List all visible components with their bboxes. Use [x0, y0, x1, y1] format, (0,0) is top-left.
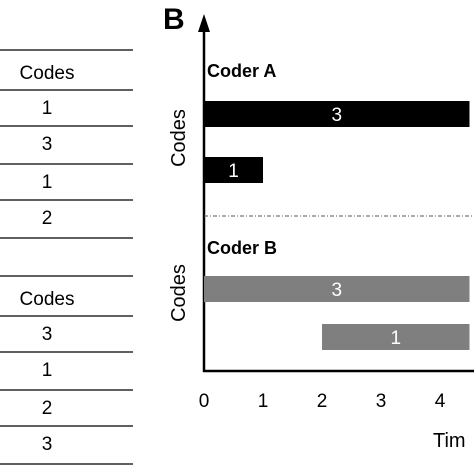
y-axis-label-a: Codes — [168, 109, 190, 167]
codes-table-b: Codes 3 1 2 3 — [0, 275, 133, 465]
bar-label: 1 — [390, 328, 401, 349]
x-axis-label: Tim — [433, 430, 466, 452]
bar-label: 3 — [331, 105, 342, 126]
bar-coder-b-code-3 — [204, 276, 470, 302]
coder-b-label: Coder B — [207, 238, 277, 258]
coder-a-label: Coder A — [207, 61, 276, 81]
table-cell: 2 — [42, 208, 53, 229]
codes-table-a: Codes 1 3 1 2 — [0, 49, 133, 239]
y-axis-label-b: Codes — [168, 264, 190, 322]
panel-letter: B — [163, 3, 185, 36]
table-cell: 2 — [42, 398, 53, 419]
x-tick-label: 3 — [376, 391, 387, 412]
bar-coder-a-code-3 — [204, 101, 470, 127]
table-header: Codes — [20, 289, 75, 310]
x-tick-label: 1 — [258, 391, 269, 412]
x-ticks: 0 1 2 3 4 — [199, 391, 446, 412]
bar-label: 3 — [331, 280, 342, 301]
x-tick-label: 0 — [199, 391, 210, 412]
table-header: Codes — [20, 63, 75, 84]
table-cell: 3 — [42, 324, 53, 345]
bar-coder-a-code-1 — [204, 157, 263, 183]
bar-coder-b-code-1 — [322, 324, 470, 350]
table-cell: 1 — [42, 98, 53, 119]
bars-layer: 3 1 3 1 — [204, 101, 470, 350]
table-cell: 1 — [42, 360, 53, 381]
table-cell: 3 — [42, 434, 53, 455]
x-tick-label: 2 — [317, 391, 328, 412]
y-axis-arrow — [198, 14, 210, 32]
table-cell: 1 — [42, 172, 53, 193]
bar-label: 1 — [228, 161, 239, 182]
x-tick-label: 4 — [435, 391, 446, 412]
table-cell: 3 — [42, 134, 53, 155]
